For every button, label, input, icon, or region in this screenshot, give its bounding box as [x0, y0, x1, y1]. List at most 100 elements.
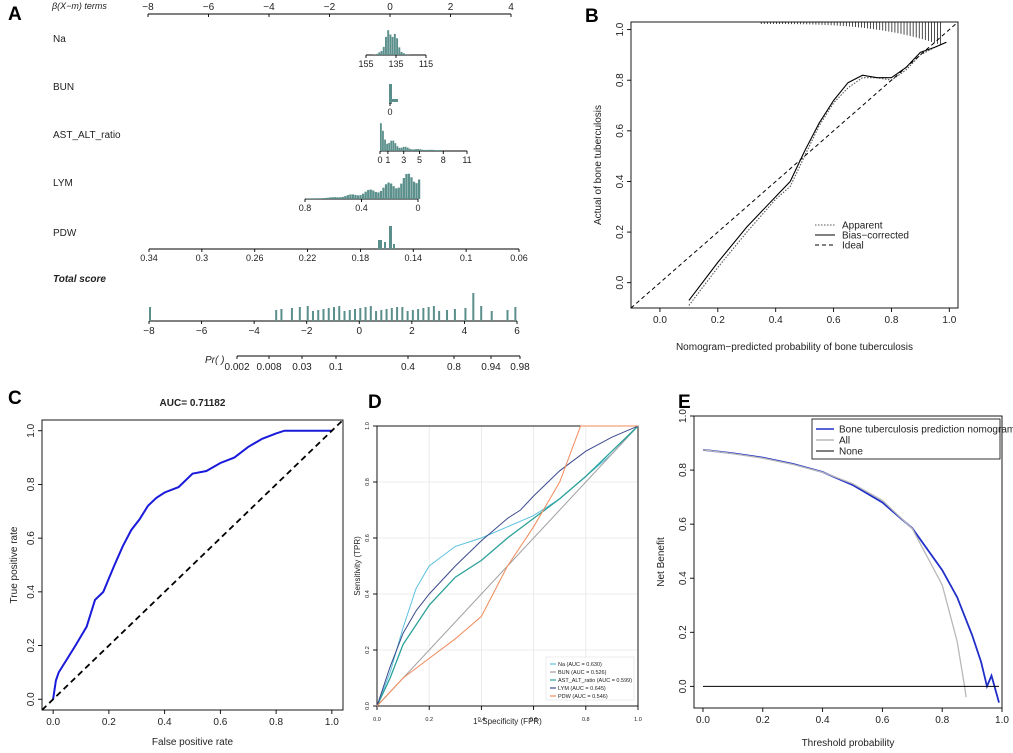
total-score-spike — [280, 309, 283, 321]
lym-histogram-bar — [341, 196, 344, 199]
pr-tick-label: 0.002 — [224, 362, 249, 373]
beta-tick-label: 2 — [448, 2, 454, 13]
y-tick-label: 0.6 — [615, 123, 626, 137]
ast-alt-histogram-bar — [386, 143, 389, 151]
beta-tick-label: −2 — [324, 2, 336, 13]
lym-histogram-bar — [372, 190, 375, 199]
x-tick-label: 0.4 — [816, 715, 830, 726]
series-line-ideal — [630, 21, 959, 309]
lym-histogram-bar — [364, 191, 367, 199]
series-line-bias-corrected — [688, 41, 947, 301]
total-score-spike — [417, 309, 420, 321]
lym-histogram-bar — [328, 197, 332, 199]
pr-axis-label: Pr( ) — [205, 355, 224, 366]
lym-histogram-bar — [392, 186, 395, 199]
y-axis-label: Net Benefit — [656, 537, 667, 587]
lym-histogram-bar — [334, 197, 337, 199]
y-tick-label: 0.4 — [26, 584, 37, 598]
beta-tick-label: 4 — [508, 2, 514, 13]
total-score-spike — [298, 307, 301, 321]
ast-alt-histogram-bar — [390, 140, 393, 151]
total-score-tick-label: −8 — [143, 326, 155, 337]
total-score-spike — [359, 308, 362, 321]
variable-tick-label: 155 — [358, 59, 373, 69]
beta-tick-label: 0 — [387, 2, 393, 13]
chart-title: AUC= 0.71182 — [160, 398, 226, 409]
total-score-spike — [480, 306, 483, 321]
x-tick-label: 0.8 — [935, 715, 949, 726]
total-score-spike — [464, 308, 467, 321]
total-score-tick-label: −2 — [301, 326, 313, 337]
beta-tick-label: −4 — [263, 2, 275, 13]
lym-histogram-bar — [369, 189, 372, 199]
total-score-spike — [490, 311, 493, 321]
variable-tick-label: 0 — [387, 107, 392, 117]
total-score-spike — [338, 306, 341, 321]
pr-tick-label: 0.008 — [256, 362, 281, 373]
lym-histogram-bar — [367, 189, 370, 199]
lym-histogram-bar — [387, 182, 390, 199]
total-score-spike — [354, 309, 357, 321]
beta-tick-label: −8 — [142, 2, 154, 13]
total-score-spike — [327, 308, 330, 321]
lym-histogram-bar — [344, 196, 347, 199]
variable-tick-label: 0.14 — [405, 253, 423, 263]
beta-tick-label: −6 — [203, 2, 215, 13]
pdw-histogram-bar — [384, 242, 386, 249]
ast-alt-histogram-bar — [423, 149, 426, 151]
y-tick-label: 0.6 — [365, 534, 371, 542]
x-tick-label: 1.0 — [942, 315, 956, 326]
y-tick-label: 0.2 — [678, 625, 689, 639]
x-tick-label: 0.6 — [875, 715, 889, 726]
total-score-spike — [396, 307, 399, 321]
na-histogram-bar — [393, 33, 396, 55]
ast-alt-histogram-bar — [427, 149, 430, 151]
total-score-spike — [385, 309, 388, 321]
pr-tick-label: 0.98 — [510, 362, 530, 373]
total-score-spike — [422, 308, 425, 321]
x-tick-label: 0.2 — [711, 315, 725, 326]
legend-label: All — [839, 436, 850, 447]
lym-histogram-bar — [331, 197, 334, 199]
ast-alt-histogram-bar — [400, 147, 403, 151]
ast-alt-histogram-bar — [411, 149, 413, 151]
variable-label-lym: LYM — [53, 178, 73, 189]
beta-axis-title: β(X−m) terms — [51, 1, 107, 11]
legend-label: LYM (AUC = 0.645) — [558, 686, 606, 692]
lym-histogram-bar — [326, 197, 329, 199]
x-tick-label: 0.6 — [530, 717, 538, 723]
ast-alt-histogram-bar — [421, 149, 424, 151]
x-tick-label: 0.0 — [373, 717, 381, 723]
y-tick-label: 0.6 — [678, 517, 689, 531]
x-tick-label: 0.0 — [696, 715, 710, 726]
decision-curve-panel: 0.0 0.2 0.4 0.6 0.8 1.0 0.0 0.2 0.4 0.6 0.8 1.0 Thre… — [656, 409, 1013, 749]
total-score-spike — [149, 307, 151, 321]
series-line-pdw-auc-0-546 — [376, 425, 638, 707]
variable-tick-label: 0.8 — [299, 203, 312, 213]
total-score-spike — [432, 306, 435, 321]
variable-tick-label: 0 — [415, 203, 420, 213]
na-histogram-bar — [387, 30, 390, 55]
bun-histogram-bar — [389, 84, 392, 103]
lym-histogram-bar — [362, 193, 365, 199]
total-score-spike — [446, 310, 449, 321]
x-axis-label: 1−Specificity (FPR) — [473, 717, 542, 726]
lym-histogram-bar — [318, 198, 321, 199]
variable-tick-label: 8 — [441, 155, 446, 165]
total-score-spike — [364, 307, 367, 321]
x-tick-label: 1.0 — [995, 715, 1009, 726]
x-tick-label: 0.8 — [884, 315, 898, 326]
legend-label: Bias−corrected — [842, 231, 909, 242]
series-line-ast-alt-ratio-auc-0-599 — [376, 425, 639, 707]
lym-histogram-bar — [397, 187, 400, 199]
lym-histogram-bar — [379, 190, 383, 199]
lym-histogram-bar — [395, 188, 398, 199]
y-tick-label: 0.8 — [615, 73, 626, 87]
ast-alt-histogram-bar — [402, 146, 405, 151]
pr-tick-label: 0.94 — [481, 362, 501, 373]
y-tick-label: 0.8 — [26, 477, 37, 491]
pdw-histogram-bar — [389, 226, 392, 249]
x-tick-label: 0.6 — [213, 717, 227, 728]
y-tick-label: 0.4 — [365, 590, 371, 598]
ast-alt-histogram-bar — [435, 150, 438, 151]
